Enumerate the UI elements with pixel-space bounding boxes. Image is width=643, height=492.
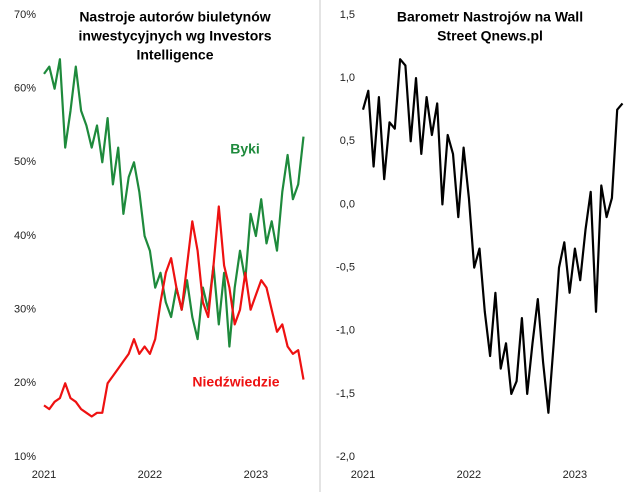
y-tick-label: 1,0: [340, 72, 355, 84]
y-tick-label: 0,5: [340, 135, 355, 147]
y-tick-label: 50%: [14, 156, 36, 168]
series-line: [43, 205, 305, 418]
x-tick-label: 2022: [138, 469, 162, 481]
y-tick-label: 0,0: [340, 198, 355, 210]
chart-title: Street Qnews.pl: [437, 28, 543, 44]
y-tick-label: -1,0: [336, 325, 355, 337]
y-tick-label: -0,5: [336, 261, 355, 273]
series-line: [43, 58, 305, 348]
y-tick-label: 70%: [14, 9, 36, 21]
y-tick-label: 40%: [14, 230, 36, 242]
series-label: Byki: [230, 141, 260, 157]
x-tick-label: 2022: [457, 469, 481, 481]
y-tick-label: 20%: [14, 377, 36, 389]
series-line: [361, 58, 624, 414]
y-tick-label: 30%: [14, 304, 36, 316]
chart-title: Intelligence: [136, 47, 213, 63]
y-tick-label: 1,5: [340, 9, 355, 21]
y-tick-label: 10%: [14, 451, 36, 463]
x-tick-label: 2021: [32, 469, 56, 481]
chart-title: Barometr Nastrojów na Wall: [397, 9, 583, 25]
y-tick-label: -2,0: [336, 451, 355, 463]
series-label: Niedźwiedzie: [192, 374, 279, 390]
x-tick-label: 2021: [351, 469, 375, 481]
chart-title: inwestycyjnych wg Investors: [79, 28, 272, 44]
y-tick-label: 60%: [14, 83, 36, 95]
chart-title: Nastroje autorów biuletynów: [79, 9, 270, 25]
y-tick-label: -1,5: [336, 388, 355, 400]
x-tick-label: 2023: [563, 469, 587, 481]
x-tick-label: 2023: [244, 469, 268, 481]
